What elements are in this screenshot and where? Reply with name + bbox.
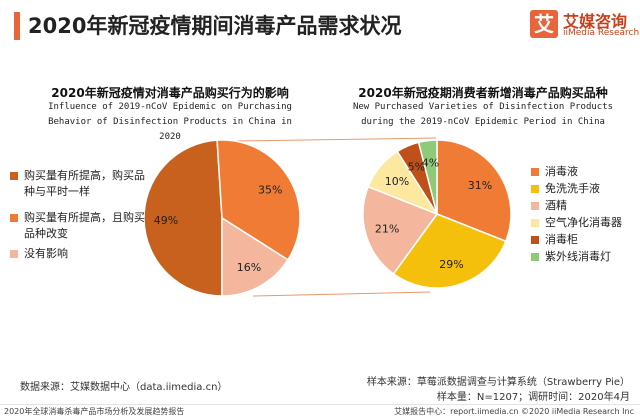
- pie-slice: [362, 185, 439, 275]
- footer-report-title: 2020年全球消毒杀毒产品市场分析及发展趋势报告: [4, 407, 185, 416]
- pie-slice: [221, 216, 289, 297]
- pie-slice-label: 49%: [154, 214, 178, 227]
- legend-label: 消毒柜: [545, 233, 578, 246]
- legend-item: 空气净化消毒器: [531, 215, 622, 232]
- legend-item: 免洗洗手液: [531, 181, 622, 198]
- left-pie-chart: 49% 35% 16%: [143, 139, 301, 297]
- footer-bar: 2020年全球消毒杀毒产品市场分析及发展趋势报告 艾媒报告中心：report.i…: [0, 404, 640, 419]
- right-chart-subtitle: New Purchased Varieties of Disinfection …: [338, 100, 628, 130]
- legend-swatch: [531, 168, 539, 176]
- legend-item: 紫外线消毒灯: [531, 249, 622, 266]
- right-chart-title: 2020年新冠疫期消费者新增消毒产品购买品种: [358, 86, 608, 100]
- footer-copyright: 艾媒报告中心：report.iimedia.cn ©2020 iiMedia R…: [394, 407, 634, 416]
- legend-swatch: [531, 219, 539, 227]
- legend-label: 空气净化消毒器: [545, 216, 622, 229]
- left-chart-subtitle-line: 2020: [159, 132, 181, 142]
- left-legend: 购买量有所提高，购买品种与平时一样 购买量有所提高，且购买品种改变 没有影响: [10, 168, 154, 266]
- legend-swatch: [10, 250, 18, 258]
- connector-lines: [236, 137, 437, 297]
- pie-slice-label: 31%: [468, 179, 492, 192]
- title-accent-bar: [14, 12, 20, 40]
- legend-swatch: [531, 202, 539, 210]
- connector-line: [252, 291, 431, 297]
- data-source-note: 数据来源：艾媒数据中心（data.iimedia.cn）: [20, 382, 228, 393]
- pie-slice-label: 4%: [422, 156, 439, 169]
- pie-slice: [392, 213, 507, 289]
- pie-slice: [216, 139, 301, 261]
- pie-slice-label: 29%: [439, 258, 463, 271]
- legend-label: 购买量有所提高，购买品种与平时一样: [24, 169, 145, 198]
- page-title: 2020年新冠疫情期间消毒产品需求状况: [28, 14, 402, 38]
- pie-slice: [417, 139, 438, 215]
- pie-slice: [143, 139, 223, 297]
- pie-slice-label: 10%: [385, 175, 409, 188]
- left-chart-subtitle: Influence of 2019-nCoV Epidemic on Purch…: [30, 100, 310, 145]
- legend-item: 购买量有所提高，且购买品种改变: [10, 210, 154, 246]
- legend-item: 消毒柜: [531, 232, 622, 249]
- pie-slice-label: 16%: [237, 261, 261, 274]
- legend-label: 免洗洗手液: [545, 182, 600, 195]
- pie-slice: [436, 139, 512, 243]
- pie-slice-label: 35%: [258, 183, 282, 196]
- legend-item: 购买量有所提高，购买品种与平时一样: [10, 168, 154, 210]
- legend-label: 购买量有所提高，且购买品种改变: [24, 211, 145, 240]
- sample-size-note: 样本量：N=1207；调研时间：2020年4月: [436, 392, 630, 403]
- legend-swatch: [531, 185, 539, 193]
- left-chart-title: 2020年新冠疫情对消毒产品购买行为的影响: [51, 86, 289, 100]
- legend-label: 消毒液: [545, 165, 578, 178]
- legend-swatch: [531, 253, 539, 261]
- sample-source-note: 样本来源：草莓派数据调查与计算系统（Strawberry Pie）: [366, 377, 630, 388]
- pie-slice-label: 21%: [375, 223, 399, 236]
- right-chart-subtitle-line: New Purchased Varieties of Disinfection …: [352, 102, 614, 112]
- connector-line: [236, 137, 437, 142]
- left-chart-subtitle-line: Influence of 2019-nCoV Epidemic on Purch…: [48, 102, 292, 112]
- legend-swatch: [10, 214, 18, 222]
- right-legend: 消毒液 免洗洗手液 酒精 空气净化消毒器 消毒柜 紫外线消毒灯: [531, 164, 622, 266]
- legend-item: 酒精: [531, 198, 622, 215]
- pie-slice-label: 5%: [408, 160, 425, 173]
- legend-label: 没有影响: [24, 247, 68, 260]
- legend-swatch: [10, 172, 18, 180]
- logo-mark: 艾: [530, 10, 558, 38]
- legend-item: 消毒液: [531, 164, 622, 181]
- right-chart-subtitle-line: during the 2019-nCoV Epidemic Period in …: [361, 117, 605, 127]
- logo-name-en: iiMedia Research: [563, 28, 640, 38]
- logo-name-cn: 艾媒咨询: [563, 12, 628, 31]
- left-chart-subtitle-line: Behavior of Disinfection Products in Chi…: [48, 117, 292, 127]
- right-pie-chart: 31% 29% 21% 10% 5%4%: [362, 139, 512, 289]
- legend-label: 紫外线消毒灯: [545, 250, 611, 263]
- legend-label: 酒精: [545, 199, 567, 212]
- legend-item: 没有影响: [10, 246, 154, 266]
- legend-swatch: [531, 236, 539, 244]
